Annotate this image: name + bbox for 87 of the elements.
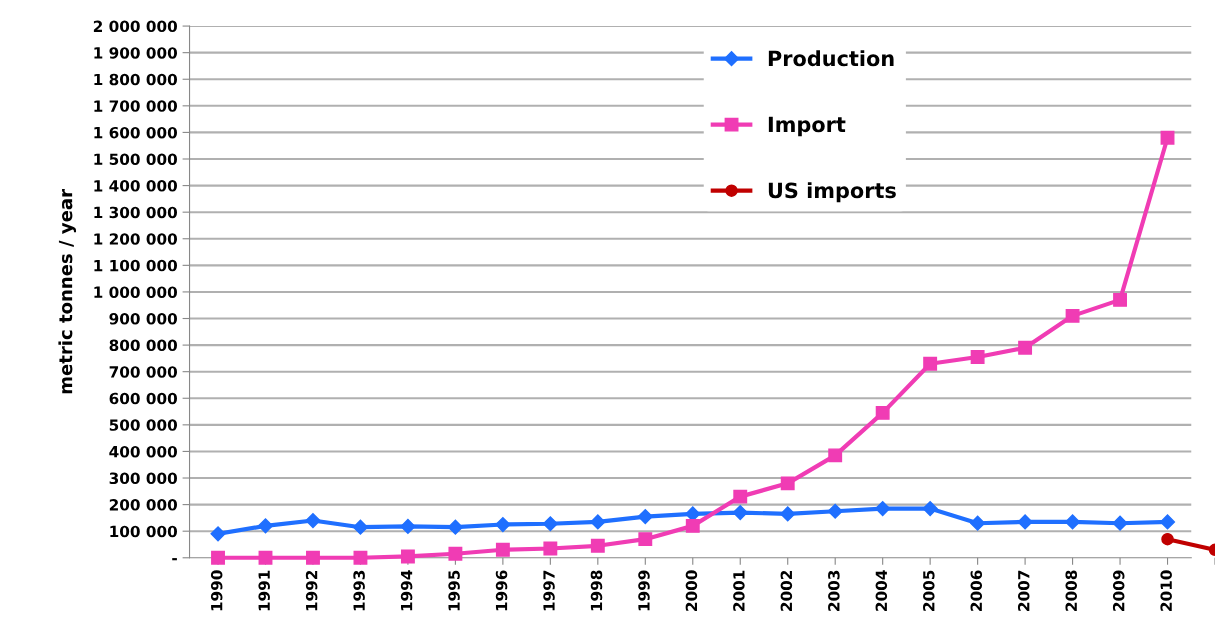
point — [970, 515, 986, 531]
point — [970, 350, 985, 365]
y-tick-label: 1 700 000 — [94, 100, 178, 112]
x-tick-label: 2005 — [923, 570, 935, 611]
point — [1113, 292, 1127, 307]
x-tick-label: 1991 — [258, 570, 270, 611]
point — [400, 518, 416, 534]
point — [1065, 514, 1081, 530]
x-tick-label: 2003 — [828, 570, 840, 611]
y-tick-label: 1 900 000 — [94, 47, 178, 59]
y-tick-label: 1 000 000 — [94, 286, 178, 298]
point — [258, 550, 273, 565]
point — [637, 508, 653, 525]
x-tick-label: 2009 — [1112, 570, 1125, 611]
point — [257, 518, 274, 534]
point — [780, 476, 795, 491]
point — [828, 448, 843, 463]
point — [1160, 130, 1175, 145]
point — [1065, 308, 1080, 323]
y-tick-label: 1 500 000 — [94, 153, 178, 166]
point — [447, 519, 463, 535]
x-tick-label: 1998 — [590, 570, 603, 611]
x-tick-label: 1993 — [353, 570, 365, 611]
point — [305, 512, 321, 529]
point — [211, 550, 225, 565]
y-tick-label: - — [172, 558, 177, 561]
x-tick-label: 1992 — [305, 570, 318, 611]
point — [590, 538, 605, 553]
point — [1018, 340, 1033, 355]
point — [542, 516, 558, 532]
y-tick-label: 1 100 000 — [94, 259, 178, 272]
x-tick-label: 2002 — [780, 570, 793, 611]
point — [780, 506, 796, 522]
y-tick-label: 2 000 000 — [93, 20, 178, 33]
x-tick-label: 1996 — [495, 570, 508, 611]
point — [352, 519, 369, 535]
y-tick-label: 1 600 000 — [94, 126, 178, 139]
point — [875, 501, 891, 517]
point — [638, 532, 653, 547]
y-tick-label: 1 400 000 — [94, 180, 178, 192]
point — [495, 542, 510, 557]
x-tick-label: 1990 — [210, 570, 223, 611]
legend-label: US imports — [768, 182, 896, 203]
x-tick-label: 2008 — [1065, 570, 1078, 611]
y-tick-label: 1 200 000 — [94, 233, 178, 245]
y-tick-label: 100 000 — [110, 525, 178, 538]
x-tick-label: 2006 — [970, 570, 983, 611]
y-tick-label: 800 000 — [109, 339, 178, 352]
y-tick-label: 300 000 — [109, 472, 178, 485]
x-tick-label: 1995 — [448, 570, 460, 611]
y-tick-label: 1 800 000 — [94, 73, 178, 86]
x-tick-label: 2010 — [1160, 570, 1172, 611]
point — [353, 550, 368, 565]
y-tick-label: 500 000 — [109, 419, 178, 431]
point — [400, 549, 415, 564]
x-tick-label: 2000 — [685, 570, 698, 611]
y-tick-label: 1 300 000 — [94, 206, 178, 219]
y-tick-label: 900 000 — [109, 312, 178, 325]
point — [543, 541, 558, 556]
point — [1017, 514, 1033, 530]
x-tick-label: 2001 — [733, 570, 745, 611]
point — [732, 505, 748, 521]
y-tick-label: 200 000 — [109, 499, 178, 511]
x-tick-label: 2004 — [875, 570, 888, 611]
y-tick-label: 600 000 — [109, 392, 178, 405]
legend-label: Import — [768, 116, 846, 137]
x-tick-label: 2007 — [1017, 570, 1030, 611]
point — [1159, 514, 1176, 530]
point — [875, 405, 890, 420]
point — [590, 514, 606, 530]
point — [306, 550, 320, 565]
legend-label: Production — [768, 50, 894, 67]
x-tick-label: 1997 — [543, 570, 555, 611]
point — [495, 516, 511, 533]
point — [733, 489, 748, 504]
x-tick-label: 1994 — [400, 570, 413, 611]
y-tick-label: 400 000 — [109, 445, 178, 458]
point — [827, 503, 843, 519]
point — [685, 518, 700, 533]
point — [448, 546, 463, 561]
point — [210, 526, 226, 542]
point — [1112, 515, 1128, 531]
y-axis-title: metric tonnes / year — [58, 189, 77, 394]
point — [922, 501, 938, 517]
point — [923, 356, 938, 371]
y-tick-label: 700 000 — [109, 366, 178, 378]
x-tick-label: 1999 — [638, 570, 650, 611]
